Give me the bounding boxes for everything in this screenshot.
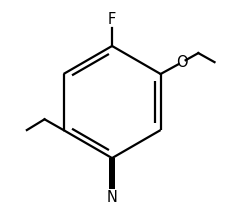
Text: N: N (107, 190, 118, 205)
Text: O: O (176, 55, 188, 70)
Text: F: F (108, 12, 116, 26)
